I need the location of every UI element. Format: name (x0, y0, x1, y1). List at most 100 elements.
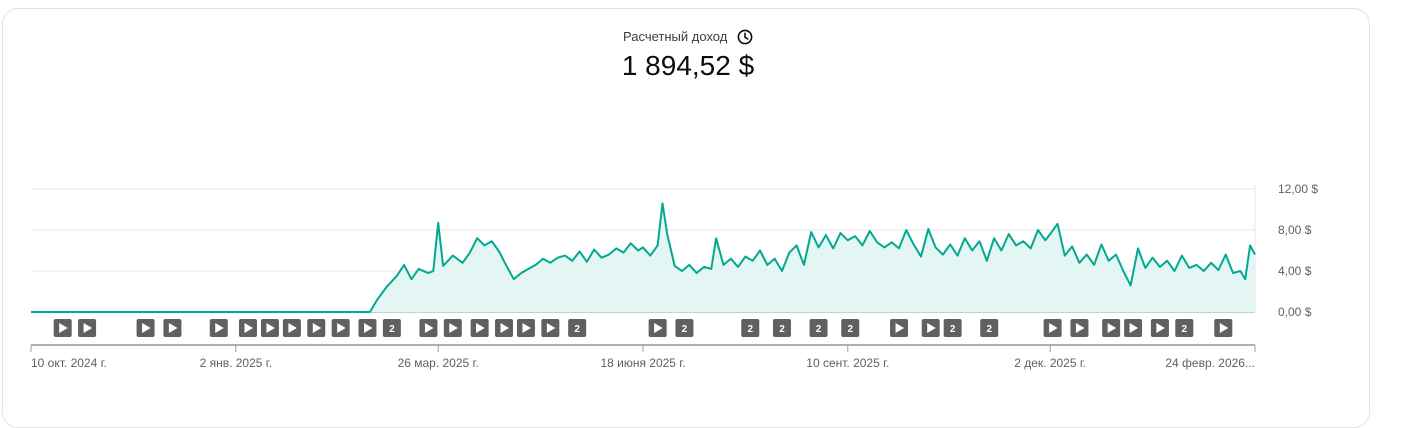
marker-box (772, 319, 791, 337)
marker-count-label: 2 (816, 324, 822, 335)
revenue-card (2, 8, 1370, 428)
play-icon (142, 323, 151, 333)
play-icon (522, 323, 531, 333)
marker-count-label: 2 (389, 324, 395, 335)
play-icon (1219, 323, 1229, 333)
video-marker-play[interactable] (419, 319, 438, 337)
video-marker-play[interactable] (1070, 319, 1089, 337)
marker-box (741, 319, 760, 337)
x-tick-label: 18 июня 2025 г. (600, 356, 685, 370)
play-icon (215, 323, 224, 333)
x-tick-label: 10 сент. 2025 г. (806, 356, 889, 370)
play-icon (83, 323, 93, 333)
marker-count-label: 2 (1182, 324, 1188, 335)
play-icon (895, 323, 905, 333)
play-icon (1107, 323, 1117, 333)
play-icon (244, 323, 254, 333)
video-marker-play[interactable] (358, 319, 377, 337)
play-icon (363, 323, 373, 333)
marker-count-label: 2 (682, 324, 688, 335)
revenue-chart: 12,00 $ 8,00 $ 4,00 $ 0,00 $ 2 2 2 2 2 2 2 2 2 2 10 … (30, 182, 1318, 370)
video-marker-count[interactable]: 2 (980, 319, 999, 337)
marker-count-label: 2 (574, 324, 580, 335)
video-marker-play[interactable] (1043, 319, 1062, 337)
metric-label: Расчетный доход (0, 28, 1376, 45)
play-icon (1075, 323, 1085, 333)
marker-box (675, 319, 694, 337)
marker-count-label: 2 (986, 324, 992, 335)
video-marker-play[interactable] (541, 319, 560, 337)
video-marker-play[interactable] (1214, 319, 1233, 337)
play-icon (1129, 323, 1139, 333)
y-tick-label: 0,00 $ (1278, 305, 1312, 319)
x-tick-label: 2 дек. 2025 г. (1014, 356, 1086, 370)
x-tick-label: 10 окт. 2024 г. (31, 356, 107, 370)
play-icon (476, 323, 485, 333)
play-icon (500, 323, 510, 333)
revenue-area (31, 203, 1255, 312)
video-marker-play[interactable] (1124, 319, 1143, 337)
marker-box (841, 319, 860, 337)
marker-box (809, 319, 828, 337)
video-marker-count[interactable]: 2 (568, 319, 587, 337)
y-axis-labels: 12,00 $ 8,00 $ 4,00 $ 0,00 $ (1278, 182, 1318, 319)
revenue-line[interactable] (31, 202, 1256, 313)
x-tick-label: 26 мар. 2025 г. (398, 356, 479, 370)
play-icon (927, 323, 936, 333)
video-marker-count[interactable]: 2 (741, 319, 760, 337)
x-axis: 10 окт. 2024 г. 2 янв. 2025 г. 26 мар. 202… (30, 344, 1256, 370)
marker-box (382, 319, 401, 337)
x-tick-label: 2 янв. 2025 г. (200, 356, 272, 370)
video-marker-count[interactable]: 2 (1175, 319, 1194, 337)
video-marker-play[interactable] (260, 319, 279, 337)
video-marker-play[interactable] (163, 319, 182, 337)
metric-label-text: Расчетный доход (623, 29, 728, 45)
metric-value: 1 894,52 $ (621, 50, 755, 81)
video-marker-play[interactable] (443, 319, 462, 337)
play-icon (337, 323, 346, 333)
video-marker-play[interactable] (1102, 319, 1121, 337)
video-marker-play[interactable] (136, 319, 155, 337)
play-icon (449, 323, 458, 333)
marker-box (568, 319, 587, 337)
video-marker-count[interactable]: 2 (382, 319, 401, 337)
play-icon (546, 323, 556, 333)
marker-box (980, 319, 999, 337)
video-marker-play[interactable] (890, 319, 909, 337)
marker-box (1175, 319, 1194, 337)
video-marker-play[interactable] (1150, 319, 1169, 337)
video-marker-count[interactable]: 2 (675, 319, 694, 337)
clock-icon[interactable] (737, 29, 753, 45)
video-marker-count[interactable]: 2 (841, 319, 860, 337)
play-icon (312, 323, 322, 333)
video-marker-play[interactable] (331, 319, 350, 337)
play-icon (1049, 323, 1058, 333)
play-icon (424, 323, 434, 333)
play-icon (59, 323, 68, 333)
video-marker-play[interactable] (53, 319, 72, 337)
video-markers: 2 2 2 2 2 2 2 2 2 2 (53, 319, 1233, 337)
video-marker-play[interactable] (282, 319, 301, 337)
video-marker-play[interactable] (648, 319, 667, 337)
play-icon (266, 323, 275, 333)
video-marker-play[interactable] (209, 319, 228, 337)
x-tick-label: 24 февр. 2026... (1165, 356, 1255, 370)
video-marker-play[interactable] (78, 319, 97, 337)
video-marker-count[interactable]: 2 (809, 319, 828, 337)
video-marker-play[interactable] (495, 319, 514, 337)
play-icon (288, 323, 297, 333)
video-marker-play[interactable] (470, 319, 489, 337)
video-marker-play[interactable] (239, 319, 258, 337)
video-marker-play[interactable] (921, 319, 940, 337)
play-icon (1156, 323, 1165, 333)
marker-box (943, 319, 962, 337)
video-marker-play[interactable] (307, 319, 326, 337)
y-tick-label: 8,00 $ (1278, 223, 1312, 237)
marker-count-label: 2 (847, 324, 853, 335)
video-marker-play[interactable] (516, 319, 535, 337)
play-icon (654, 323, 663, 333)
video-marker-count[interactable]: 2 (772, 319, 791, 337)
y-tick-label: 12,00 $ (1278, 182, 1318, 196)
marker-count-label: 2 (950, 324, 956, 335)
video-marker-count[interactable]: 2 (943, 319, 962, 337)
